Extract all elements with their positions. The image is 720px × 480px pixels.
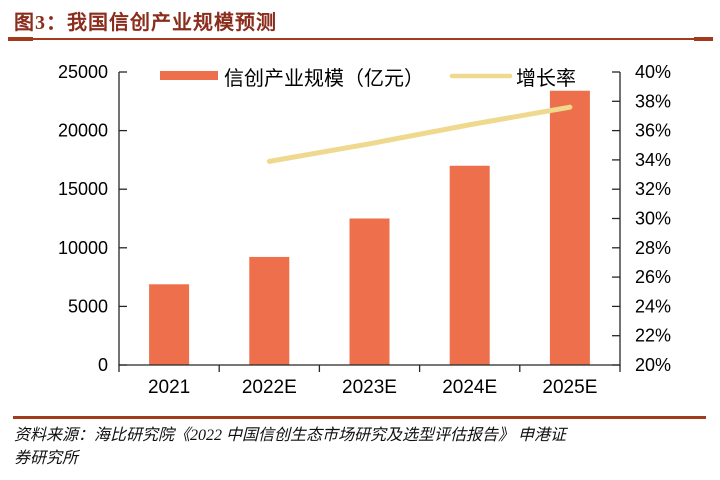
left-axis-label: 15000	[58, 179, 108, 199]
left-axis-label: 5000	[68, 296, 108, 316]
source-note: 资料来源：海比研究院《2022 中国信创生态市场研究及选型评估报告》 申港证 券…	[14, 424, 714, 470]
right-axis-label: 26%	[635, 267, 671, 287]
bar-2023E	[349, 218, 390, 365]
right-axis-label: 40%	[635, 62, 671, 82]
right-axis-label: 34%	[635, 150, 671, 170]
right-axis-label: 20%	[635, 355, 671, 375]
figure-title: 图3：我国信创产业规模预测	[14, 12, 277, 34]
x-axis-label-2025E: 2025E	[542, 377, 597, 398]
x-axis-label-2024E: 2024E	[442, 377, 497, 398]
x-axis-label-2022E: 2022E	[242, 377, 297, 398]
right-axis-label: 22%	[635, 326, 671, 346]
right-axis-label: 32%	[635, 179, 671, 199]
left-axis-label: 20000	[58, 121, 108, 141]
left-axis-label: 25000	[58, 62, 108, 82]
bar-2022E	[249, 256, 290, 365]
right-axis-label: 24%	[635, 296, 671, 316]
footer-divider-rule	[13, 416, 706, 419]
x-axis-label-2023E: 2023E	[342, 377, 397, 398]
bar-2021	[149, 284, 190, 365]
legend-line-label: 增长率	[516, 67, 576, 90]
source-line: 资料来源：海比研究院《2022 中国信创生态市场研究及选型评估报告》 申港证	[14, 427, 567, 444]
left-axis-label: 0	[98, 355, 108, 375]
growth-rate-line	[266, 104, 573, 164]
source-line: 券研究所	[14, 450, 79, 467]
x-axis-label-2021: 2021	[148, 377, 190, 398]
title-divider-rule	[8, 37, 713, 41]
right-axis-label: 30%	[635, 209, 671, 229]
right-axis-label: 38%	[635, 91, 671, 111]
legend-bar-label: 信创产业规模（亿元）	[224, 67, 424, 90]
right-axis-label: 28%	[635, 238, 671, 258]
left-axis-label: 10000	[58, 238, 108, 258]
legend-bar-swatch	[160, 71, 218, 80]
bar-2024E	[449, 165, 490, 365]
bar-2025E	[549, 90, 590, 365]
right-axis-label: 36%	[635, 121, 671, 141]
